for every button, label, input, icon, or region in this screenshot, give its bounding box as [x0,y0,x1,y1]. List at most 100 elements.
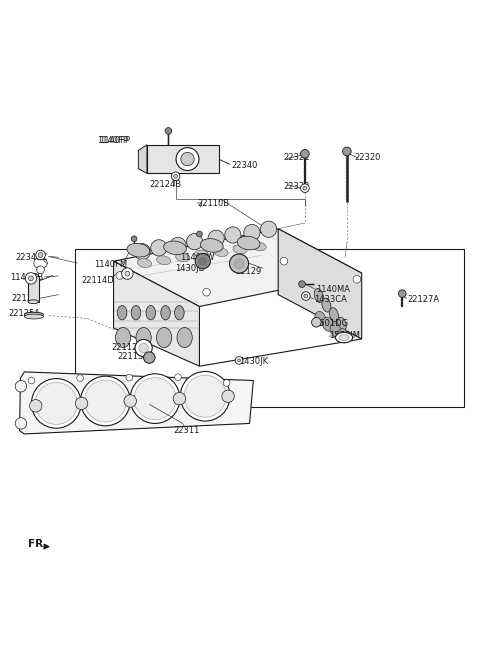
Text: 22112A: 22112A [111,342,143,352]
Circle shape [223,380,230,386]
Circle shape [244,224,260,241]
Text: 22110B: 22110B [197,199,229,209]
Circle shape [203,289,210,296]
Circle shape [238,359,240,362]
Text: 1140MA: 1140MA [316,285,350,295]
Circle shape [75,397,88,409]
Circle shape [300,184,309,192]
Text: 1140EW: 1140EW [180,253,215,262]
Circle shape [174,174,178,178]
Circle shape [229,254,249,273]
Ellipse shape [28,300,38,304]
Ellipse shape [28,274,38,277]
Ellipse shape [116,327,131,348]
Circle shape [353,276,361,283]
Circle shape [176,148,199,171]
Text: 1433CA: 1433CA [314,295,347,304]
Ellipse shape [117,306,127,320]
Polygon shape [278,229,362,339]
Circle shape [135,339,152,357]
Circle shape [139,343,148,353]
Text: 1430JK: 1430JK [239,357,268,366]
Circle shape [261,221,277,237]
Text: 22321: 22321 [283,153,309,162]
Circle shape [235,357,243,364]
Ellipse shape [338,329,348,342]
Text: 1430JB: 1430JB [175,264,204,273]
Circle shape [134,243,150,260]
Circle shape [180,371,230,421]
Text: 22311: 22311 [173,426,200,435]
Circle shape [303,186,307,190]
Circle shape [312,318,321,327]
Text: 1140FM: 1140FM [95,260,128,269]
Text: 22135: 22135 [11,295,37,303]
Circle shape [35,382,77,424]
Circle shape [131,236,137,241]
Ellipse shape [252,242,266,251]
Text: 1140FP: 1140FP [99,136,130,145]
Circle shape [29,276,34,281]
Ellipse shape [337,318,346,331]
Ellipse shape [323,317,333,331]
Ellipse shape [329,308,338,321]
Circle shape [84,380,126,422]
Circle shape [184,375,226,417]
Circle shape [36,266,44,274]
Circle shape [36,250,45,260]
Ellipse shape [156,327,172,348]
Text: 1140HB: 1140HB [10,273,43,282]
Circle shape [343,147,351,155]
Ellipse shape [24,312,43,317]
Circle shape [30,400,42,412]
Ellipse shape [315,312,325,325]
Circle shape [301,292,310,300]
Ellipse shape [137,258,152,268]
Ellipse shape [322,298,331,312]
Circle shape [280,257,288,265]
Ellipse shape [177,327,192,348]
Circle shape [181,152,194,166]
Ellipse shape [233,245,247,254]
Ellipse shape [339,335,349,340]
Ellipse shape [314,289,324,302]
Ellipse shape [156,256,171,264]
Circle shape [234,259,244,268]
Circle shape [304,294,308,298]
Polygon shape [114,229,362,306]
Circle shape [77,375,84,381]
Text: 22113A: 22113A [117,352,149,361]
Ellipse shape [146,306,156,320]
Polygon shape [20,372,253,434]
Ellipse shape [175,306,184,320]
Text: 22114D: 22114D [81,276,114,285]
Text: 22129: 22129 [235,267,262,276]
Circle shape [225,227,241,243]
Text: 1601DG: 1601DG [314,319,348,328]
Ellipse shape [131,306,141,320]
Polygon shape [114,261,199,366]
Circle shape [116,272,123,279]
Text: 22340: 22340 [231,161,258,171]
Ellipse shape [237,236,260,250]
Circle shape [126,375,132,381]
Circle shape [81,376,130,426]
Ellipse shape [330,323,341,337]
Circle shape [151,239,167,256]
Ellipse shape [201,239,223,253]
Circle shape [124,395,136,407]
Text: 22322: 22322 [283,182,309,191]
Polygon shape [138,145,147,173]
Circle shape [208,230,224,247]
Ellipse shape [176,253,190,262]
Circle shape [32,379,81,428]
Ellipse shape [24,314,43,319]
Circle shape [38,253,43,257]
Circle shape [165,127,172,134]
Text: 22341C: 22341C [16,253,48,262]
Text: 22127A: 22127A [407,295,439,304]
Circle shape [187,234,203,250]
Circle shape [28,377,35,384]
Polygon shape [147,145,218,173]
Ellipse shape [164,241,186,255]
